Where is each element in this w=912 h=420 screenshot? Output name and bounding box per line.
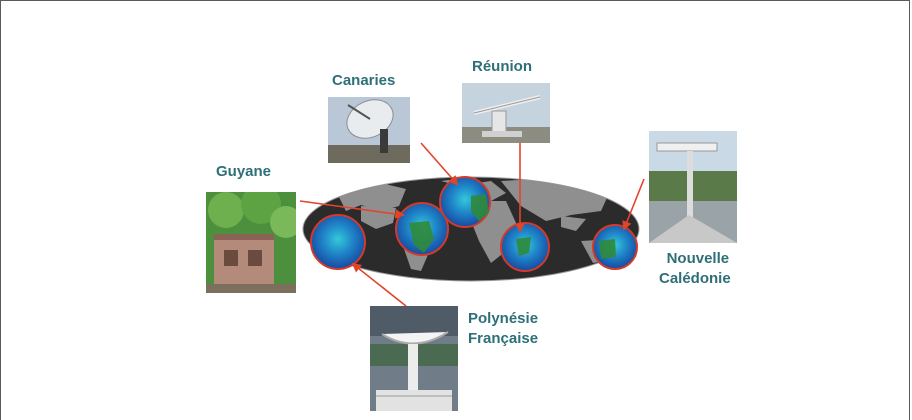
polynesie-station-photo (370, 306, 458, 411)
label-reunion: Réunion (472, 58, 532, 75)
label-nouvelle-caledonie: Nouvelle Calédonie (659, 249, 731, 289)
label-caledonie-line2: Calédonie (659, 270, 731, 287)
label-canaries: Canaries (332, 72, 396, 89)
coverage-circle-polynesie (310, 214, 366, 270)
label-polynesie-line1: Polynésie (468, 310, 539, 327)
guyane-station-photo (206, 192, 296, 293)
canaries-station-photo (328, 97, 410, 163)
label-polynesie-line2: Française (468, 330, 539, 347)
arrow-guyane (299, 200, 405, 219)
arrows (299, 142, 645, 307)
arrow-canaries (420, 142, 459, 186)
caledonie-station-photo (649, 131, 737, 243)
arrow-polynesie (351, 262, 407, 307)
reunion-station-photo (462, 83, 550, 143)
label-caledonie-line1: Nouvelle (666, 250, 730, 267)
label-polynesie-francaise: Polynésie Française (468, 309, 538, 349)
arrow-caledonie (622, 178, 645, 231)
label-guyane: Guyane (216, 163, 272, 180)
